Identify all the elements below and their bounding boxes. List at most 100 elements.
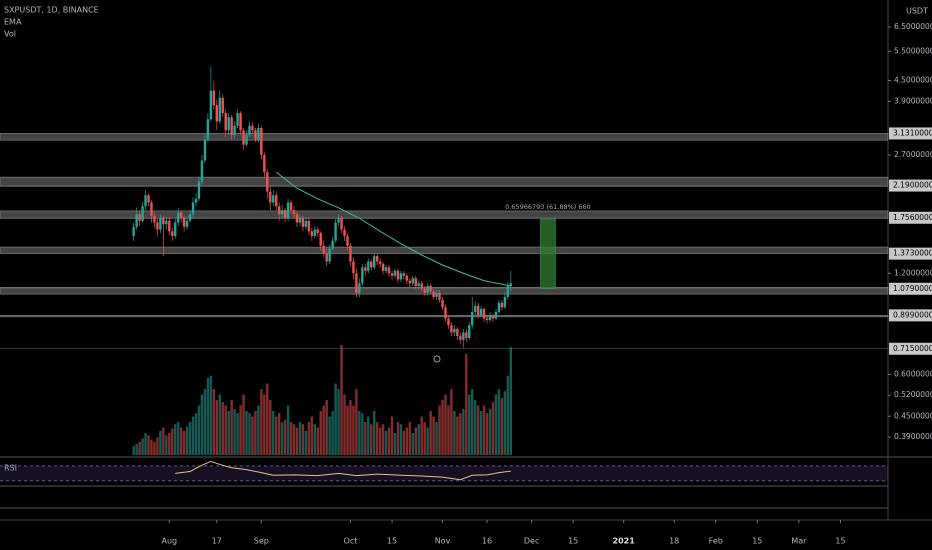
level-label-box xyxy=(889,179,932,192)
volume-bar xyxy=(197,405,201,455)
candle-body xyxy=(358,283,361,293)
candle-body xyxy=(310,231,314,236)
candle-body xyxy=(423,288,426,293)
candle-body xyxy=(295,214,299,223)
candle-body xyxy=(384,267,388,271)
volume-bar xyxy=(325,400,328,455)
candle-body xyxy=(260,128,263,156)
candle-body xyxy=(473,305,477,313)
candle-body xyxy=(203,139,207,161)
volume-bar xyxy=(414,427,417,455)
volume-bar xyxy=(491,402,495,455)
rsi-band xyxy=(0,465,888,481)
volume-bar xyxy=(399,424,403,455)
level-label-box xyxy=(889,127,932,140)
volume-bar xyxy=(313,424,317,455)
volume-bar xyxy=(174,424,177,455)
volume-bar xyxy=(162,427,165,455)
volume-bar xyxy=(482,405,486,455)
y-tick-label: 4.50000000 xyxy=(894,76,932,85)
candle-body xyxy=(165,220,168,225)
candle-body xyxy=(218,97,221,122)
candle-body xyxy=(322,245,325,253)
candle-body xyxy=(387,267,391,274)
candle-body xyxy=(150,202,153,216)
candle-body xyxy=(289,202,293,211)
volume-bar xyxy=(272,411,275,455)
volume-bar xyxy=(263,394,266,455)
candle-body xyxy=(319,233,322,246)
volume-bar xyxy=(485,413,489,455)
candle-body xyxy=(370,261,373,268)
candle-body xyxy=(224,113,227,131)
candle-body xyxy=(251,125,254,131)
y-tick-label: 1.20000000 xyxy=(894,268,932,277)
volume-bar xyxy=(277,413,281,455)
candle-body xyxy=(503,296,507,308)
candle-body xyxy=(283,210,287,219)
candle-body xyxy=(468,325,471,338)
volume-bar xyxy=(387,427,391,455)
volume-bar xyxy=(358,411,361,455)
volume-bar xyxy=(423,422,426,455)
candle-body xyxy=(275,195,278,207)
volume-bar xyxy=(280,422,284,455)
candle-body xyxy=(456,328,459,337)
volume-bar xyxy=(473,400,477,455)
volume-bar xyxy=(215,400,219,455)
candle-body xyxy=(488,315,492,321)
candle-body xyxy=(393,270,397,276)
candle-body xyxy=(408,280,412,284)
candle-body xyxy=(242,130,245,145)
candle-body xyxy=(426,285,429,293)
volume-bar xyxy=(245,411,248,455)
candle-body xyxy=(174,222,177,236)
x-tick-label: Nov xyxy=(435,537,451,546)
candle-body xyxy=(221,97,224,114)
candle-body xyxy=(144,195,147,207)
volume-bar xyxy=(209,375,213,455)
zone xyxy=(0,210,889,219)
volume-bar xyxy=(328,416,331,455)
volume-bar xyxy=(378,427,382,455)
measure-label: 0.65966793 (61.88%) 660 xyxy=(505,203,591,211)
level-label-box xyxy=(889,309,932,322)
x-tick-label: 15 xyxy=(752,537,762,546)
volume-bar xyxy=(185,426,189,455)
volume-bar xyxy=(488,408,492,455)
candle-body xyxy=(209,90,213,120)
volume-bar xyxy=(334,383,337,455)
level-label-box xyxy=(889,211,932,224)
candle-body xyxy=(367,261,370,271)
volume-bar xyxy=(233,408,236,455)
candle-body xyxy=(301,218,305,227)
candle-body xyxy=(435,292,438,297)
chart-title: SXPUSDT, 1D, BINANCE xyxy=(4,6,99,15)
candle-body xyxy=(197,181,201,199)
x-tick-label: 18 xyxy=(669,537,679,546)
zone xyxy=(0,176,889,187)
candle-body xyxy=(411,278,415,284)
volume-bar xyxy=(257,405,260,455)
x-tick-label: 2021 xyxy=(613,537,636,546)
candle-body xyxy=(414,278,417,286)
volume-bar xyxy=(227,411,230,455)
candle-body xyxy=(494,312,498,319)
candle-body xyxy=(453,328,456,333)
volume-bar xyxy=(444,394,447,455)
volume-bar xyxy=(450,389,453,455)
candle-body xyxy=(316,229,319,234)
candle-body xyxy=(212,90,216,106)
volume-bar xyxy=(147,435,150,455)
volume-bar xyxy=(144,433,147,455)
indicator-label: Vol xyxy=(4,30,16,39)
volume-bar xyxy=(298,422,302,455)
candle-body xyxy=(171,231,174,236)
candle-body xyxy=(485,318,489,321)
x-tick-label: Oct xyxy=(344,537,358,546)
volume-bar xyxy=(194,413,198,455)
x-tick-label: Mar xyxy=(791,537,807,546)
candle-body xyxy=(375,256,379,262)
